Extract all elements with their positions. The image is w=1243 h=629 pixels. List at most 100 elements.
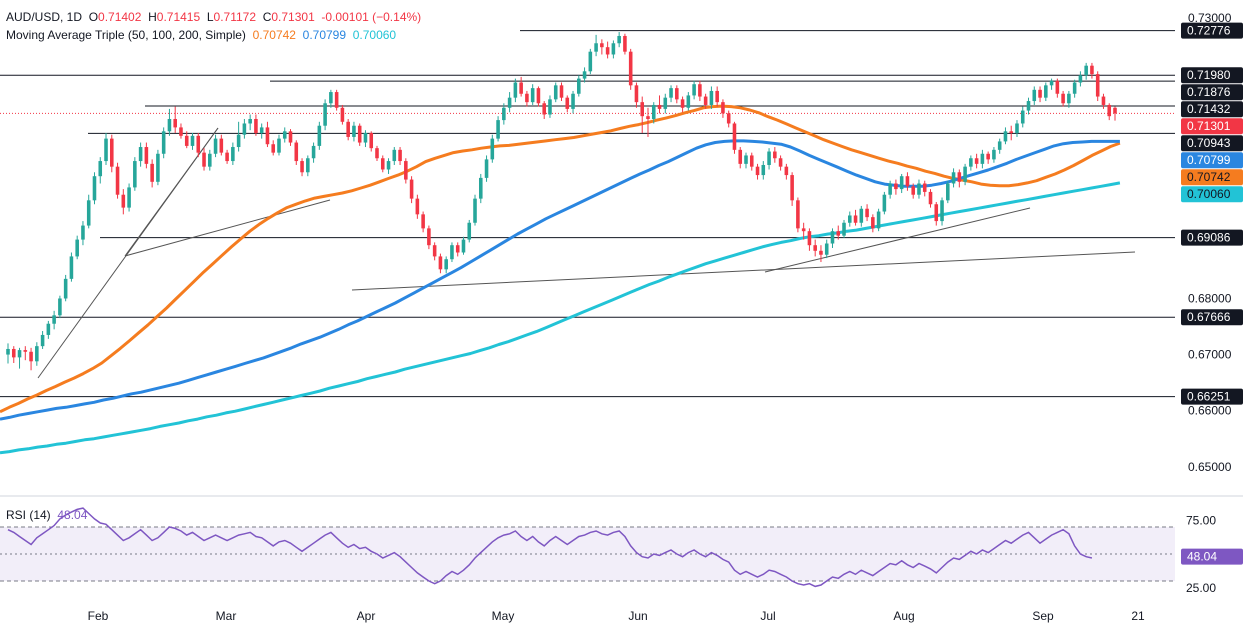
candle-body (450, 245, 454, 260)
price-level-label: 0.72776 (1187, 24, 1231, 38)
candle-body (807, 231, 812, 246)
candle-body (853, 215, 858, 223)
candle-body (951, 172, 956, 184)
candle-body (40, 334, 45, 347)
price-level-box (1181, 22, 1243, 39)
x-tick-label: Aug (893, 609, 914, 623)
x-tick-label: Apr (357, 609, 376, 623)
candle-body (375, 148, 379, 159)
candle-body (744, 155, 748, 164)
candle-body (974, 158, 979, 164)
candle-body (894, 183, 898, 190)
candle-body (946, 183, 950, 201)
candle-body (847, 215, 852, 223)
candle-body (236, 134, 241, 148)
x-tick-label: Mar (216, 609, 237, 623)
y-tick-label: 0.73000 (1188, 11, 1232, 25)
candle-body (519, 82, 523, 94)
candle-body (23, 350, 28, 352)
candle-body (317, 125, 322, 146)
y-tick-label: 0.65000 (1188, 460, 1232, 474)
candle-body (404, 161, 408, 180)
candle-body (6, 348, 10, 355)
candle-body (173, 118, 177, 128)
price-level-label: 0.71301 (1187, 119, 1231, 133)
candle-body (115, 166, 120, 195)
candle-body (271, 144, 276, 153)
candle-body (254, 118, 258, 134)
candle-body (611, 43, 616, 55)
ma-200-line (0, 181, 1121, 455)
rsi-value: 48.04 (57, 508, 88, 522)
candle-body (1113, 107, 1117, 114)
candle-body (709, 90, 714, 105)
candle-body (657, 104, 662, 109)
candle-body (75, 239, 79, 257)
candle-body (231, 147, 235, 162)
candle-body (865, 208, 869, 218)
candle-body (703, 96, 708, 105)
candle-body (1095, 74, 1100, 97)
candle-body (784, 166, 789, 176)
open-value: 0.71402 (98, 10, 142, 24)
ma100-value: 0.70799 (302, 28, 347, 42)
candle-body (369, 133, 374, 149)
candle-body (842, 222, 846, 236)
candle-body (121, 194, 126, 208)
candle-body (980, 153, 985, 164)
x-tick-label: Jun (628, 609, 647, 623)
candle-body (179, 127, 183, 136)
rsi-pane (0, 507, 1175, 588)
price-level-box (1181, 309, 1243, 326)
candle-body (438, 256, 443, 270)
candle-body (133, 161, 137, 188)
candle-body (104, 138, 108, 162)
candle-body (138, 147, 143, 162)
candle-body (646, 116, 650, 119)
candle-body (530, 88, 535, 103)
price-level-label: 0.71980 (1187, 68, 1231, 82)
candle-body (202, 152, 206, 167)
candle-body (571, 93, 575, 109)
candle-body (969, 158, 973, 167)
symbol-label: AUD/USD, 1D (6, 10, 83, 24)
candle-body (588, 51, 593, 72)
high-label: H (148, 10, 157, 24)
candle-body (323, 103, 327, 126)
candle-body (928, 191, 933, 205)
candle-body (628, 51, 633, 86)
candle-body (536, 88, 541, 104)
price-level-label: 0.71876 (1187, 85, 1231, 99)
candle-body (525, 93, 529, 103)
rsi-legend[interactable]: RSI (14) 48.04 (6, 508, 87, 522)
open-label: O (88, 10, 99, 24)
candle-body (196, 135, 201, 153)
candle-body (363, 133, 368, 143)
candle-body (63, 278, 68, 299)
indicator-legend[interactable]: Moving Average Triple (50, 100, 200, Sim… (6, 27, 396, 43)
candle-body (1009, 131, 1014, 134)
x-tick-label: Jul (760, 609, 775, 623)
rsi-value-box (1181, 548, 1243, 565)
candle-body (634, 85, 639, 103)
candle-body (876, 211, 881, 229)
candle-body (329, 92, 333, 104)
time-axis: Feb Mar Apr May Jun Jul Aug Sep 21 (88, 609, 1145, 623)
price-level-box (1181, 229, 1243, 246)
candle-body (963, 166, 967, 182)
candle-body (144, 147, 149, 164)
candle-body (577, 78, 581, 94)
trend-line (764, 207, 1031, 273)
candle-body (1084, 65, 1088, 76)
candle-body (219, 138, 224, 153)
x-tick-label: Feb (88, 609, 109, 623)
candle-body (69, 256, 74, 279)
candle-body (294, 142, 299, 162)
candle-body (553, 85, 558, 100)
candle-body (1038, 89, 1042, 98)
candle-body (421, 214, 425, 229)
candle-body (726, 113, 731, 124)
candle-body (81, 225, 85, 240)
candle-body (161, 131, 166, 154)
